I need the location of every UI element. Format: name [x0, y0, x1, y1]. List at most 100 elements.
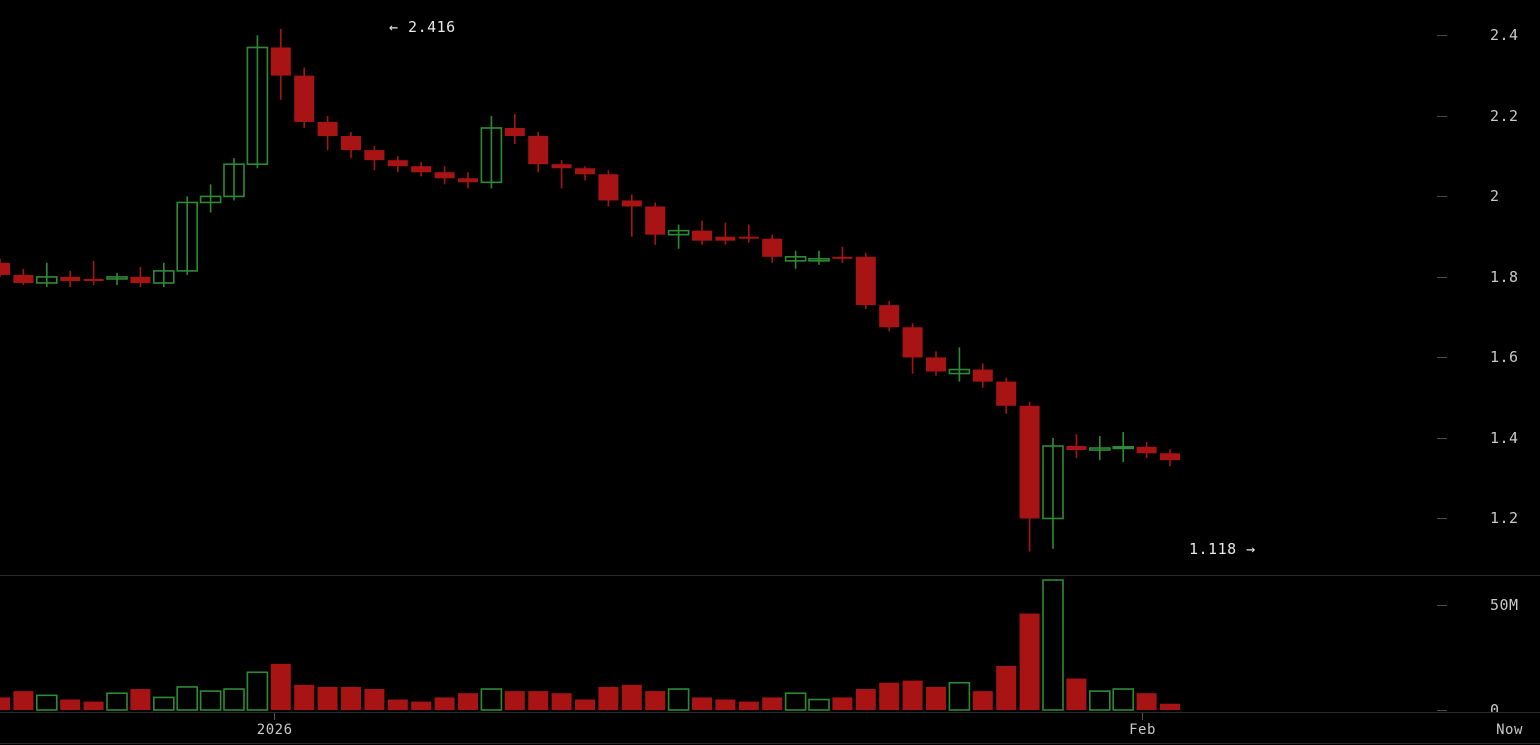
time-axis-label: 2026 — [256, 722, 293, 738]
candlestick[interactable] — [645, 202, 666, 245]
candlestick[interactable] — [176, 196, 198, 275]
volume-bar-bullish — [223, 688, 245, 711]
time-axis[interactable]: 2026 Feb Now — [0, 713, 1540, 745]
candle-body-bearish — [387, 160, 408, 167]
candlestick[interactable] — [855, 252, 876, 310]
volume-bar-bearish — [598, 686, 619, 710]
candlestick[interactable] — [715, 222, 736, 245]
volume-panel[interactable] — [0, 576, 1540, 712]
candlestick[interactable] — [0, 258, 10, 277]
candlestick[interactable] — [1089, 435, 1111, 461]
candle-body-bearish — [1136, 446, 1157, 454]
candlestick[interactable] — [551, 160, 572, 189]
volume-bar-bullish — [199, 690, 222, 711]
candlestick[interactable] — [948, 347, 971, 382]
candle-body-bearish — [317, 121, 338, 137]
candle-body-bearish — [0, 262, 10, 275]
price-axis-label: 1.6 — [1490, 348, 1519, 366]
candlestick[interactable] — [60, 270, 81, 287]
candlestick[interactable] — [621, 194, 642, 237]
candlestick[interactable] — [1136, 442, 1157, 459]
candlestick[interactable] — [1042, 437, 1064, 549]
candlestick[interactable] — [458, 172, 478, 189]
candlestick[interactable] — [434, 166, 455, 185]
candlestick[interactable] — [480, 115, 503, 189]
candlestick[interactable] — [130, 266, 151, 287]
candlestick[interactable] — [341, 132, 361, 159]
candle-body-bearish — [972, 369, 993, 382]
volume-bar-bearish — [972, 691, 993, 710]
candlestick[interactable] — [199, 184, 222, 213]
candlestick[interactable] — [106, 272, 128, 285]
candlestick[interactable] — [902, 323, 923, 374]
candlestick[interactable] — [972, 363, 993, 388]
candlestick[interactable] — [153, 262, 175, 287]
price-axis-tick — [1437, 518, 1447, 519]
candlestick[interactable] — [1019, 401, 1040, 552]
candle-body-bullish — [784, 256, 807, 262]
candlestick[interactable] — [270, 28, 291, 100]
candlestick[interactable] — [35, 262, 58, 287]
candlestick[interactable] — [246, 35, 269, 169]
time-axis-now-label[interactable]: Now — [1496, 722, 1523, 738]
panel-divider-volume-time — [0, 712, 1540, 713]
volume-bar-bearish — [294, 684, 315, 710]
candle-body-bullish — [948, 368, 971, 375]
candlestick[interactable] — [598, 170, 619, 207]
candlestick[interactable] — [762, 234, 783, 263]
candlestick[interactable] — [364, 146, 385, 171]
candlestick[interactable] — [926, 351, 946, 376]
volume-bar-bearish — [434, 697, 455, 710]
price-axis-label: 2.2 — [1490, 107, 1519, 125]
volume-bar-bearish — [0, 697, 10, 710]
candlestick[interactable] — [879, 301, 900, 332]
candlestick[interactable] — [317, 115, 338, 151]
time-axis-tick — [1142, 713, 1143, 720]
candlestick[interactable] — [692, 220, 712, 245]
candle-body-bullish — [199, 195, 222, 204]
candle-body-bearish — [621, 200, 642, 207]
volume-bar-bullish — [667, 688, 690, 711]
volume-bar-bearish — [130, 689, 151, 710]
volume-bar-bearish — [317, 686, 338, 710]
candlestick[interactable] — [504, 113, 525, 145]
price-axis-tick — [1437, 196, 1447, 197]
candle-body-bullish — [153, 270, 175, 284]
volume-bar-bearish — [387, 699, 408, 710]
candlestick[interactable] — [387, 156, 408, 173]
candle-body-bearish — [13, 274, 34, 283]
price-panel[interactable] — [0, 0, 1540, 575]
price-axis-tick — [1437, 116, 1447, 117]
candlestick[interactable] — [13, 268, 34, 285]
candlestick[interactable] — [294, 67, 315, 128]
candlestick[interactable] — [808, 250, 830, 265]
candle-body-bearish — [1160, 453, 1180, 461]
candlestick[interactable] — [223, 158, 245, 201]
volume-bar-bullish — [176, 686, 198, 711]
candlestick[interactable] — [667, 224, 690, 249]
candlestick[interactable] — [1160, 449, 1180, 467]
candlestick[interactable] — [832, 246, 853, 263]
volume-bar-bearish — [60, 699, 81, 710]
candlestick[interactable] — [528, 132, 549, 173]
volume-bar-bearish — [528, 691, 549, 710]
volume-bar-bearish — [551, 693, 572, 710]
volume-bar-bullish — [784, 692, 807, 711]
candlestick[interactable] — [575, 166, 595, 181]
price-axis-label: 1.2 — [1490, 509, 1519, 527]
candlestick[interactable] — [996, 377, 1017, 414]
price-axis-label: 1.8 — [1490, 268, 1519, 286]
volume-bar-bullish — [1042, 579, 1064, 711]
volume-bar-bearish — [832, 697, 853, 710]
candlestick[interactable] — [1066, 433, 1087, 459]
candlestick[interactable] — [411, 162, 432, 177]
candlestick[interactable] — [738, 224, 759, 243]
candle-body-bearish — [294, 75, 315, 122]
candlestick[interactable] — [784, 250, 807, 269]
candlestick[interactable] — [1112, 431, 1134, 463]
volume-bar-bullish — [1112, 688, 1134, 711]
volume-bar-bearish — [926, 686, 946, 710]
candlestick[interactable] — [83, 260, 104, 285]
time-axis-tick — [274, 713, 275, 720]
